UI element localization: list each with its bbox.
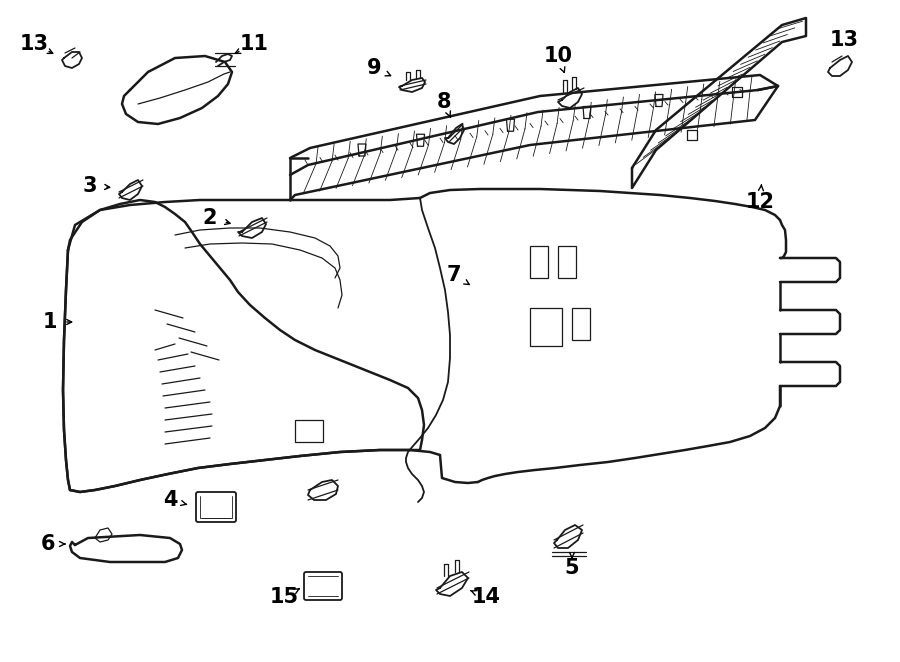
Text: 14: 14 [472,587,500,607]
Text: 13: 13 [830,30,859,50]
Text: 9: 9 [366,58,382,78]
Bar [558,246,576,278]
Text: 6: 6 [40,534,55,554]
Text: 1: 1 [43,312,58,332]
Text: 8: 8 [436,92,451,112]
FancyBboxPatch shape [196,492,236,522]
Text: 3: 3 [83,176,97,196]
Text: 13: 13 [20,34,49,54]
Bar [572,308,590,340]
Bar [295,420,323,442]
Text: 2: 2 [202,208,217,228]
FancyBboxPatch shape [304,572,342,600]
Bar [530,308,562,346]
Text: 5: 5 [564,558,580,578]
Bar [530,246,548,278]
Text: 11: 11 [239,34,268,54]
Text: 7: 7 [446,265,462,285]
Text: 12: 12 [745,192,775,212]
Text: 15: 15 [269,587,299,607]
Text: 4: 4 [163,490,177,510]
Text: 10: 10 [544,46,572,66]
